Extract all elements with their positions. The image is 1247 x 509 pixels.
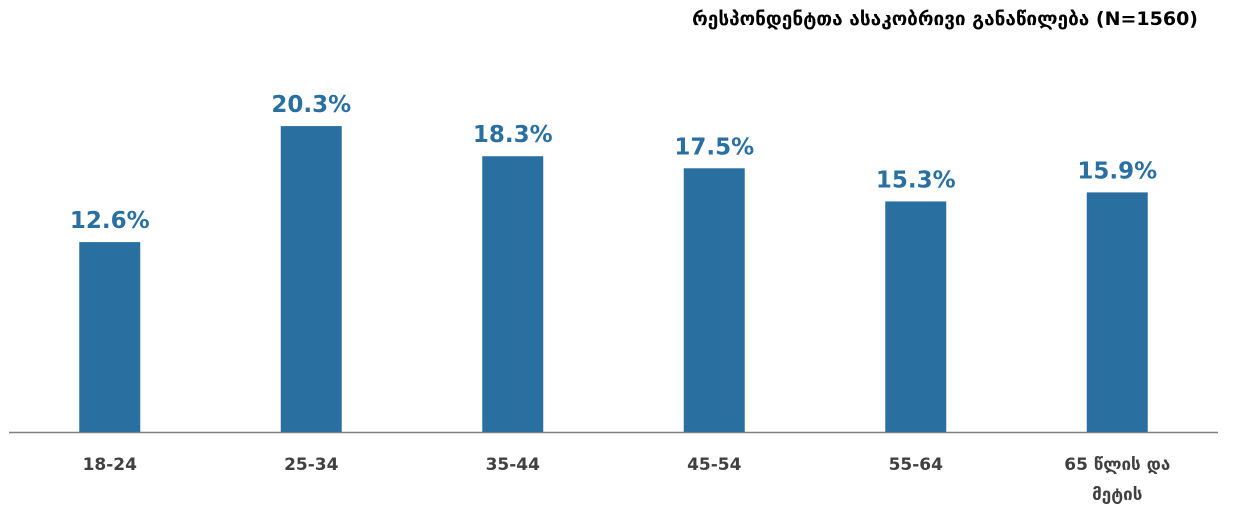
bar xyxy=(1086,192,1148,432)
x-tick-label: 18-24 xyxy=(82,455,137,475)
bar xyxy=(280,126,342,432)
x-tick-label: 55-64 xyxy=(888,455,943,475)
value-label: 15.9% xyxy=(1077,158,1157,184)
x-tick-label: 45-54 xyxy=(687,455,742,475)
value-label: 15.3% xyxy=(876,167,956,193)
value-label: 20.3% xyxy=(271,92,351,118)
bar xyxy=(79,242,141,432)
value-label: 17.5% xyxy=(674,134,754,160)
bar xyxy=(482,156,544,432)
value-label: 18.3% xyxy=(473,122,553,148)
x-tick-label: 35-44 xyxy=(485,455,540,475)
value-label: 12.6% xyxy=(70,208,150,234)
x-tick-label: 25-34 xyxy=(284,455,339,475)
bar xyxy=(683,168,745,432)
bar xyxy=(885,201,947,432)
chart-title: რესპონდენტთა ასაკობრივი განაწილება (N=15… xyxy=(692,8,1198,30)
x-tick-label: 65 წლის და მეტის xyxy=(1064,455,1171,505)
